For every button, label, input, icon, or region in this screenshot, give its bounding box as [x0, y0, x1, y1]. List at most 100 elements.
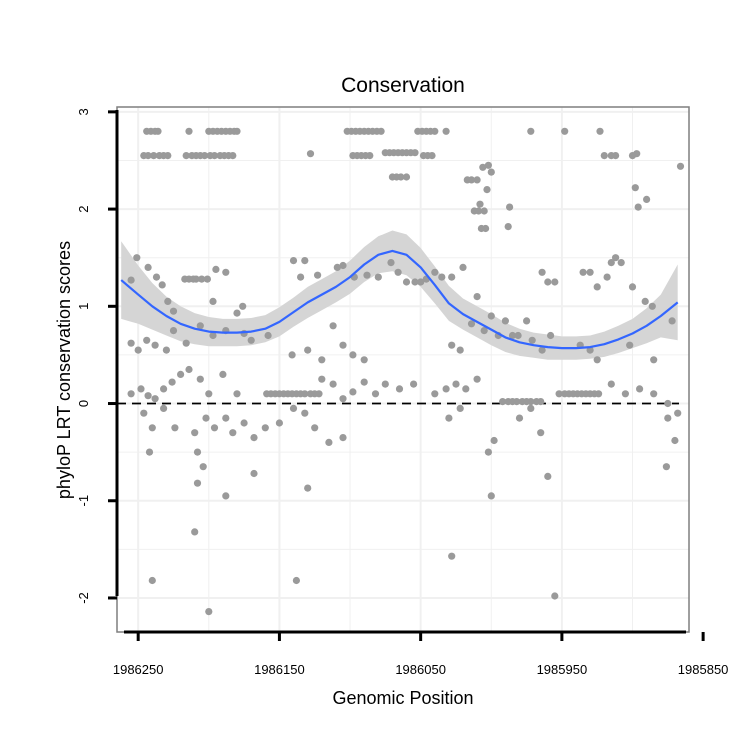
y-tick-label: -1 [76, 495, 91, 507]
data-point [538, 346, 546, 354]
data-point [483, 186, 491, 194]
data-point [476, 200, 484, 208]
data-point [527, 127, 535, 135]
data-point [448, 341, 456, 349]
confidence-band-area [121, 230, 678, 360]
data-point [508, 331, 517, 340]
data-point [164, 152, 172, 160]
data-point [621, 390, 630, 398]
data-point [607, 259, 615, 267]
data-point [596, 127, 604, 135]
data-point [192, 275, 200, 283]
data-point [210, 424, 219, 432]
data-point [144, 152, 152, 160]
data-point [222, 414, 230, 422]
data-point [133, 254, 141, 262]
data-point [318, 356, 326, 364]
data-point [537, 429, 545, 437]
data-point [544, 472, 552, 480]
data-point [473, 176, 481, 184]
data-point [144, 392, 152, 400]
data-point [371, 390, 380, 398]
data-point [171, 424, 179, 432]
data-point [209, 331, 217, 340]
data-point [182, 339, 190, 347]
data-point [360, 378, 368, 386]
smooth-curve [120, 249, 679, 350]
data-point [480, 207, 488, 215]
data-point [240, 419, 248, 427]
data-point [182, 152, 190, 160]
data-point [650, 356, 658, 364]
data-point [402, 278, 411, 286]
x-tick-label: 1985950 [537, 662, 588, 677]
data-point [551, 592, 559, 600]
data-point [648, 302, 656, 310]
data-point [191, 429, 199, 437]
data-point [538, 268, 546, 276]
y-tick-label: -2 [76, 592, 91, 604]
data-point [164, 297, 172, 305]
data-point [487, 492, 495, 500]
data-point [462, 385, 470, 393]
data-point [239, 302, 247, 310]
data-point [487, 312, 495, 320]
data-point [349, 388, 357, 396]
data-point [229, 152, 237, 160]
data-point [428, 152, 436, 160]
data-point [143, 336, 151, 344]
data-point [676, 162, 685, 170]
data-point [636, 385, 644, 393]
data-point [325, 438, 333, 446]
data-point [603, 273, 611, 281]
data-point [459, 263, 467, 271]
data-point [668, 317, 676, 325]
data-point [480, 327, 488, 335]
plot-background [117, 107, 689, 632]
data-point [377, 127, 385, 135]
data-point [527, 398, 535, 406]
data-point [202, 414, 210, 422]
data-points [127, 127, 685, 616]
data-point [196, 322, 204, 330]
data-point [288, 351, 296, 359]
x-axis-ticks: 1986250 1986150 1986050 1985950 1985850 [113, 632, 728, 677]
data-point [537, 398, 545, 406]
data-point [151, 395, 159, 403]
data-point [134, 346, 142, 354]
data-point [212, 265, 220, 273]
data-point [169, 327, 178, 335]
data-point [523, 317, 531, 325]
data-point [442, 385, 450, 393]
data-point [205, 608, 213, 616]
data-point [261, 424, 269, 432]
data-point [193, 448, 202, 456]
data-point [152, 273, 161, 281]
data-point [442, 127, 450, 135]
data-point [169, 307, 178, 315]
data-point [191, 528, 199, 536]
data-point [671, 436, 679, 445]
data-point [411, 278, 419, 286]
data-point [381, 380, 389, 388]
data-point [145, 448, 154, 456]
data-point [366, 152, 374, 160]
data-point [315, 390, 323, 398]
y-axis-ticks: -2 -1 0 1 2 3 [76, 108, 117, 604]
data-point [301, 409, 309, 417]
data-point [551, 278, 559, 286]
data-point [431, 390, 439, 398]
data-point [487, 168, 495, 176]
data-point [144, 263, 152, 271]
y-axis-label: phyloP LRT conservation scores [54, 241, 74, 499]
data-point [579, 268, 587, 276]
data-point [593, 356, 601, 364]
data-point [515, 414, 524, 422]
data-point [484, 448, 492, 456]
data-point [664, 414, 672, 422]
data-point [247, 336, 255, 344]
data-point [374, 273, 382, 281]
data-point [154, 127, 162, 135]
data-point [475, 207, 483, 215]
